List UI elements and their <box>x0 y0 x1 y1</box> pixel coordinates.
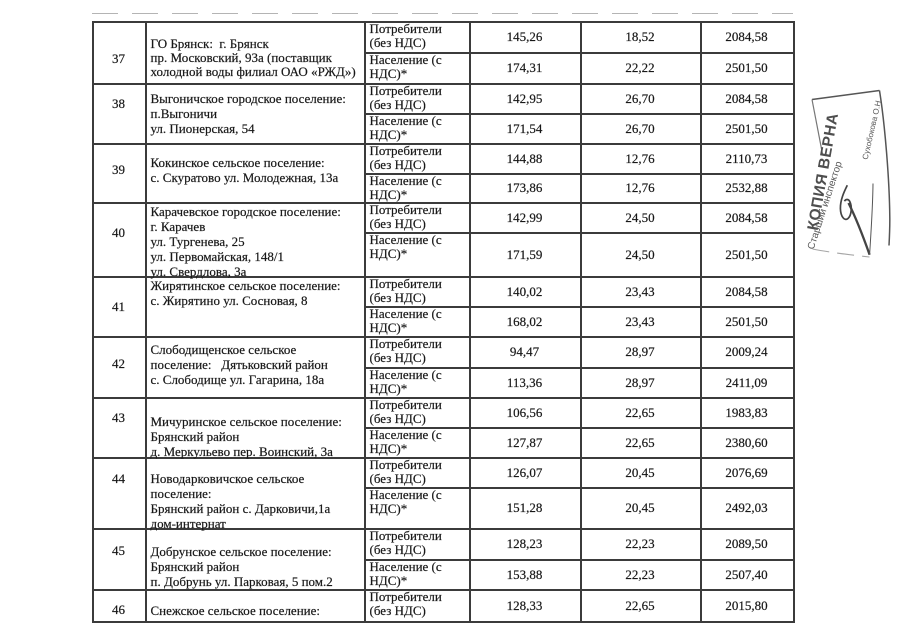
svg-text:Сухобокова О.Н.: Сухобокова О.Н. <box>861 98 884 161</box>
